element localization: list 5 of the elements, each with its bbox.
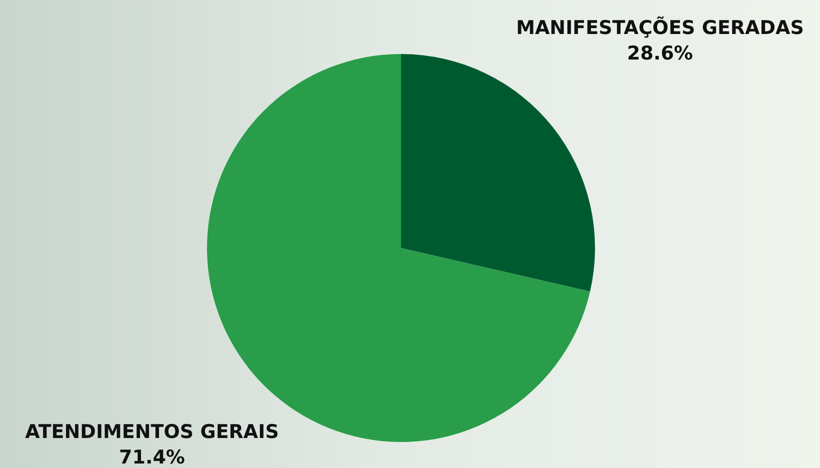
data-label: 28.6%: [627, 42, 693, 65]
data-label: 71.4%: [119, 446, 185, 468]
pie-slice: [401, 54, 595, 292]
slice-label: ATENDIMENTOS GERAIS: [25, 421, 279, 443]
slice-label: MANIFESTAÇÕES GERADAS: [516, 16, 804, 39]
